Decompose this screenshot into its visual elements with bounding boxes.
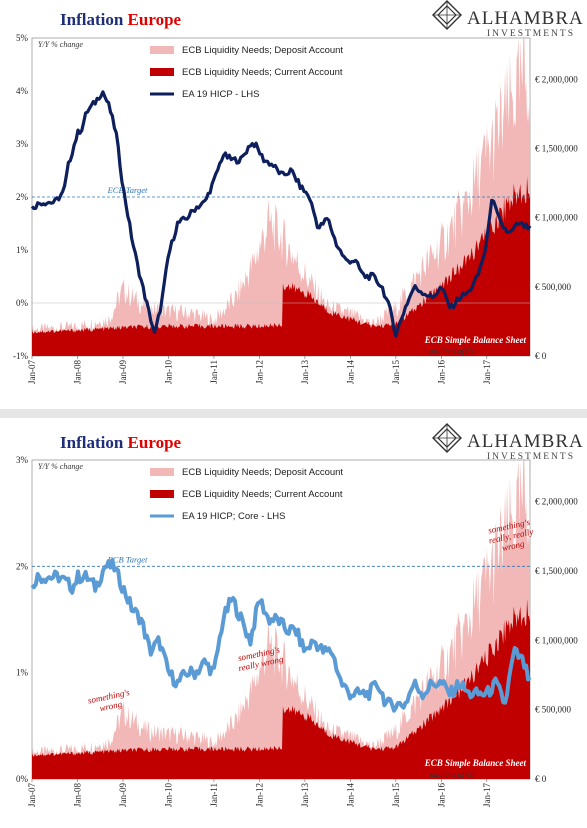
right-axis-unit: millions of €s <box>430 770 473 779</box>
legend-label: ECB Liquidity Needs; Deposit Account <box>182 467 343 478</box>
left-tick-label: -1% <box>13 351 28 361</box>
right-axis-unit: millions of €s <box>430 347 473 356</box>
right-tick-label: € 1,500,000 <box>535 566 578 576</box>
x-tick-label: Jan-12 <box>254 783 264 807</box>
legend-label: ECB Liquidity Needs; Current Account <box>182 489 343 500</box>
right-tick-label: € 500,000 <box>535 705 572 715</box>
left-tick-label: 2% <box>16 561 29 571</box>
legend-label: ECB Liquidity Needs; Current Account <box>182 67 343 78</box>
x-tick-label: Jan-09 <box>118 360 128 384</box>
logo-subtitle: INVESTMENTS <box>487 29 575 39</box>
left-tick-label: 1% <box>16 245 29 255</box>
x-tick-label: Jan-16 <box>436 360 446 384</box>
x-tick-label: Jan-10 <box>163 360 173 384</box>
x-tick-label: Jan-17 <box>482 783 492 807</box>
right-tick-label: € 1,500,000 <box>535 144 578 154</box>
x-tick-label: Jan-15 <box>391 783 401 807</box>
x-tick-label: Jan-12 <box>254 360 264 384</box>
logo-name: ALHAMBRA <box>467 8 584 29</box>
left-tick-label: 0% <box>16 774 29 784</box>
logo-name: ALHAMBRA <box>467 431 584 452</box>
x-tick-label: Jan-14 <box>345 360 355 384</box>
x-tick-label: Jan-17 <box>482 360 492 384</box>
left-axis-unit: Y/Y % change <box>38 462 83 471</box>
x-tick-label: Jan-07 <box>27 360 37 384</box>
legend-swatch <box>150 68 174 76</box>
x-tick-label: Jan-13 <box>300 360 310 384</box>
alhambra-logo-icon <box>432 423 462 453</box>
x-tick-label: Jan-07 <box>27 783 37 807</box>
legend-label: EA 19 HICP; Core - LHS <box>182 511 285 522</box>
legend-swatch <box>150 46 174 54</box>
logo-cross <box>433 1 461 29</box>
left-tick-label: 3% <box>16 455 29 465</box>
x-tick-label: Jan-13 <box>300 783 310 807</box>
panel-divider <box>0 409 587 418</box>
chart-panel-bottom: Inflation Europe ALHAMBRA INVESTMENTS ECB T… <box>0 418 587 828</box>
chart-title: Inflation Europe <box>60 10 182 29</box>
right-tick-label: € 0 <box>535 351 547 361</box>
balance-sheet-label: ECB Simple Balance Sheet <box>424 335 527 345</box>
legend-label: ECB Liquidity Needs; Deposit Account <box>182 45 343 56</box>
balance-sheet-label: ECB Simple Balance Sheet <box>424 758 527 768</box>
right-tick-label: € 2,000,000 <box>535 497 578 507</box>
left-tick-label: 3% <box>16 139 29 149</box>
right-tick-label: € 1,000,000 <box>535 635 578 645</box>
area-series-current-account <box>32 598 530 779</box>
x-tick-label: Jan-16 <box>436 783 446 807</box>
left-tick-label: 2% <box>16 192 29 202</box>
right-tick-label: € 1,000,000 <box>535 213 578 223</box>
legend-label: EA 19 HICP - LHS <box>182 89 259 100</box>
area-series-current-account <box>32 176 530 356</box>
left-axis-unit: Y/Y % change <box>38 40 83 49</box>
left-tick-label: 4% <box>16 86 29 96</box>
x-tick-label: Jan-14 <box>345 783 355 807</box>
x-tick-label: Jan-09 <box>118 783 128 807</box>
x-tick-label: Jan-15 <box>391 360 401 384</box>
legend-swatch <box>150 490 174 498</box>
x-tick-label: Jan-08 <box>72 783 82 807</box>
hicp-line <box>30 558 532 713</box>
x-tick-label: Jan-08 <box>72 360 82 384</box>
hicp-line <box>30 90 532 338</box>
ecb-target-label: ECB Target <box>107 185 148 195</box>
logo-subtitle: INVESTMENTS <box>487 452 575 462</box>
right-tick-label: € 500,000 <box>535 282 572 292</box>
left-tick-label: 1% <box>16 668 29 678</box>
chart-title: Inflation Europe <box>60 433 182 452</box>
x-tick-label: Jan-10 <box>163 783 173 807</box>
right-tick-label: € 2,000,000 <box>535 74 578 84</box>
logo-cross <box>433 424 461 452</box>
x-tick-label: Jan-11 <box>209 360 219 384</box>
alhambra-logo-icon <box>432 0 462 30</box>
ecb-target-label: ECB Target <box>107 554 148 564</box>
right-tick-label: € 0 <box>535 774 547 784</box>
legend-swatch <box>150 468 174 476</box>
left-tick-label: 5% <box>16 33 29 43</box>
left-tick-label: 0% <box>16 298 29 308</box>
x-tick-label: Jan-11 <box>209 783 219 807</box>
chart-panel-top: Inflation Europe ALHAMBRA INVESTMENTS ECB T… <box>0 0 587 410</box>
